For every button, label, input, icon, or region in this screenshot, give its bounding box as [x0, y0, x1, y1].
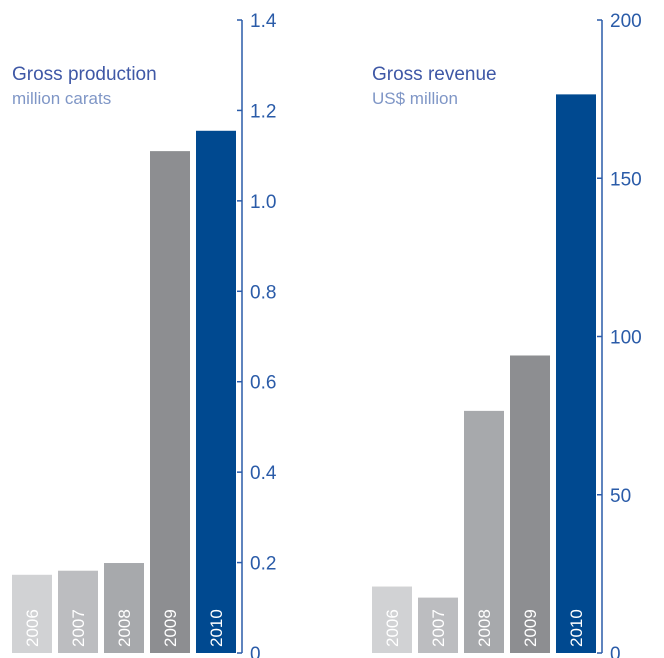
chart2-bar-2006 — [372, 586, 412, 653]
chart2-bar-2010 — [556, 94, 596, 653]
chart2-bar-2008 — [464, 410, 504, 653]
chart2-y-tick-label: 150 — [610, 169, 642, 190]
chart2-category-label: 2010 — [567, 609, 586, 647]
chart1-title: Gross production — [12, 64, 157, 85]
chart1-bar-2008 — [104, 563, 144, 653]
chart2-title: Gross revenue — [372, 64, 497, 85]
chart1-y-tick-label: 1.0 — [250, 192, 276, 213]
chart1-bar-2010 — [196, 130, 236, 653]
chart1-bar-2007 — [58, 570, 98, 653]
chart1-y-tick-label: 0.2 — [250, 554, 276, 575]
chart1-category-label: 2006 — [23, 609, 42, 647]
chart2-category-label: 2007 — [429, 609, 448, 647]
chart1-bar-2009 — [150, 151, 190, 653]
chart2-subtitle: US$ million — [372, 89, 458, 108]
chart1-subtitle: million carats — [12, 89, 111, 108]
chart2-category-label: 2009 — [521, 609, 540, 647]
chart1-y-tick-label: 0.8 — [250, 282, 276, 303]
chart1-y-tick-label: 1.2 — [250, 101, 276, 122]
chart1-category-label: 2010 — [207, 609, 226, 647]
chart2-category-label: 2008 — [475, 609, 494, 647]
chart2-category-label: 2006 — [383, 609, 402, 647]
chart1-category-label: 2009 — [161, 609, 180, 647]
chart2-y-tick-label: 0 — [610, 644, 621, 658]
chart1-y-tick-label: 0.4 — [250, 463, 277, 484]
chart2-y-tick-label: 100 — [610, 328, 642, 349]
chart2-bar-2007 — [418, 597, 458, 653]
chart1-y-tick-label: 0.6 — [250, 373, 276, 394]
chart1-category-label: 2008 — [115, 609, 134, 647]
chart1-category-label: 2007 — [69, 609, 88, 647]
chart1-y-tick-label: 1.4 — [250, 11, 277, 32]
chart2-y-tick-label: 50 — [610, 486, 631, 507]
chart1-y-tick-label: 0 — [250, 644, 261, 658]
chart2-y-tick-label: 200 — [610, 11, 642, 32]
chart2-bar-2009 — [510, 355, 550, 653]
chart1-bar-2006 — [12, 574, 52, 653]
